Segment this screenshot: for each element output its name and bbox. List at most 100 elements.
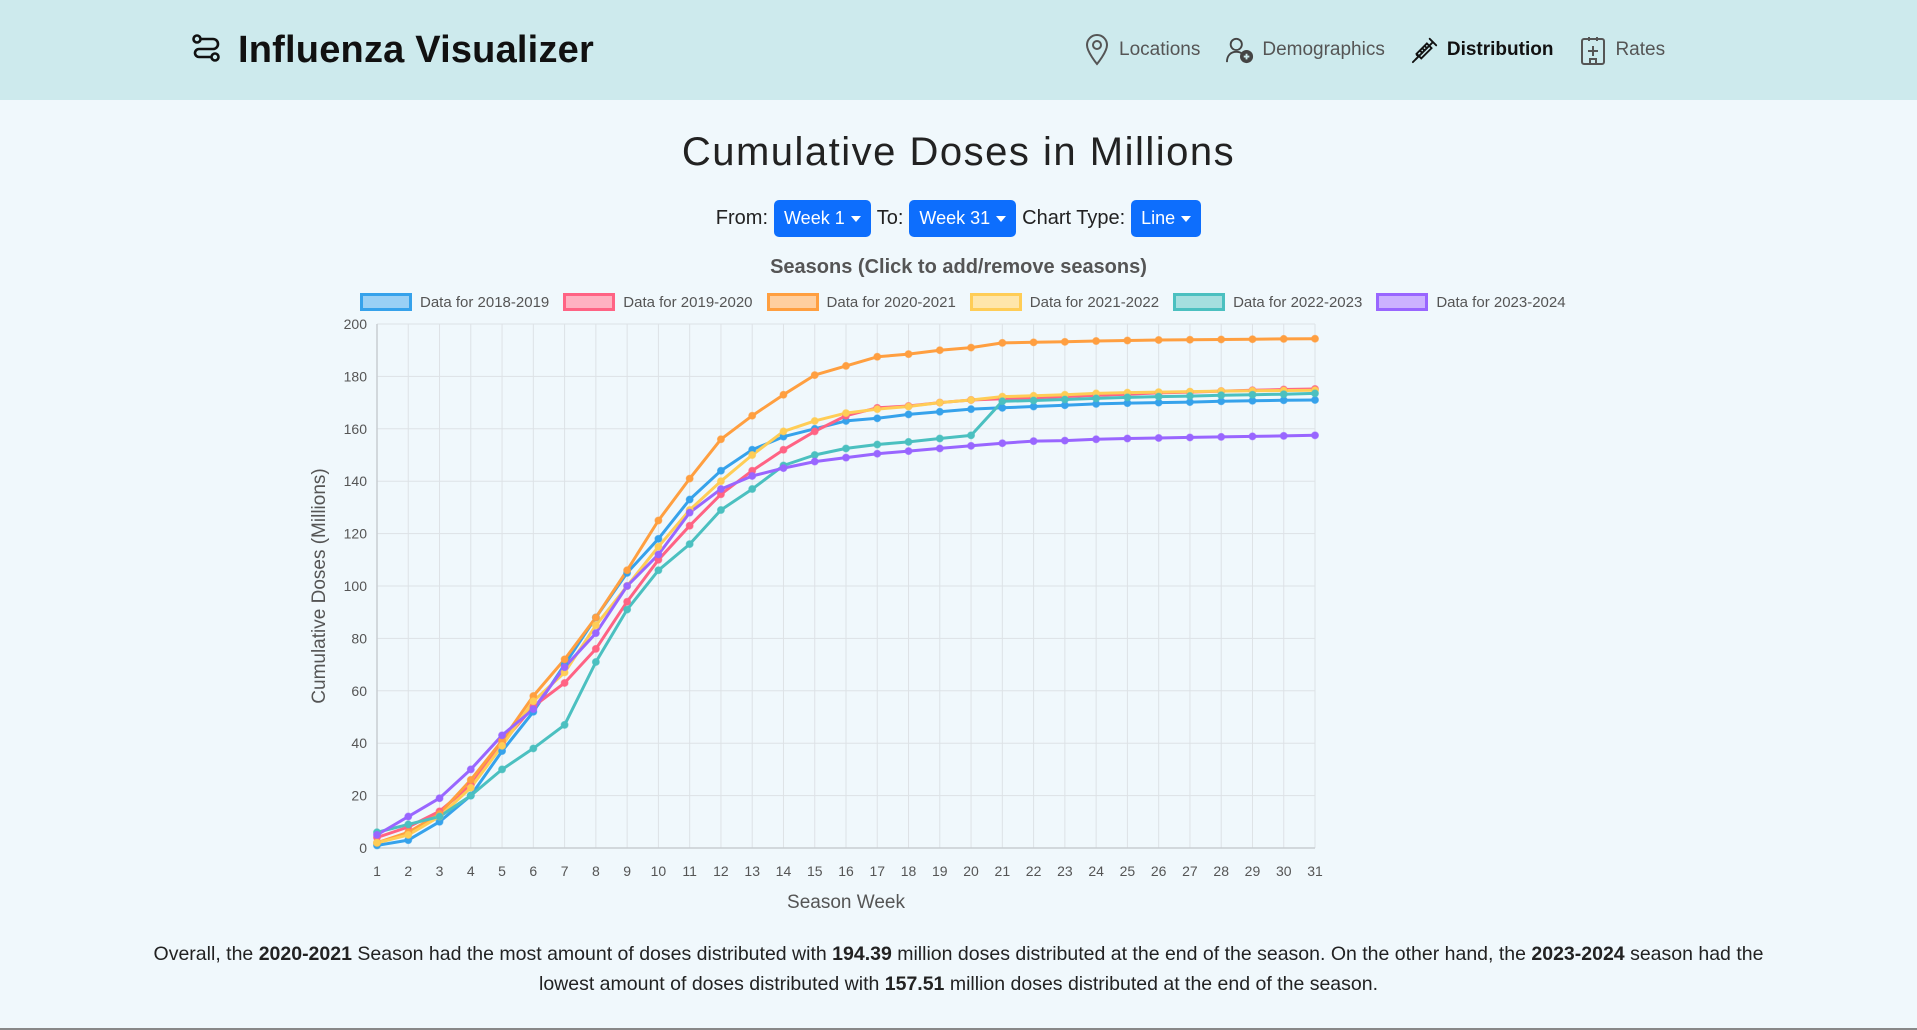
data-point <box>1092 337 1101 346</box>
x-tick-label: 26 <box>1151 863 1167 879</box>
data-point <box>810 457 819 466</box>
data-point <box>716 466 725 475</box>
from-label: From: <box>715 207 769 229</box>
to-week-dropdown[interactable]: Week 31 <box>909 200 1017 237</box>
x-tick-label: 7 <box>561 863 569 879</box>
data-point <box>748 411 757 420</box>
data-point <box>623 566 632 575</box>
legend-item-2019-2020[interactable]: Data for 2019-2020 <box>563 293 753 311</box>
from-week-value: Week 1 <box>784 208 845 228</box>
data-point <box>748 485 757 494</box>
y-tick-label: 120 <box>344 526 368 542</box>
y-tick-label: 80 <box>351 630 367 646</box>
data-point <box>1311 431 1319 440</box>
legend-item-2018-2019[interactable]: Data for 2018-2019 <box>360 293 549 311</box>
chart-controls: From: Week 1 To: Week 31 Chart Type: Lin… <box>0 200 1917 237</box>
data-point <box>654 542 663 551</box>
legend-item-2023-2024[interactable]: Data for 2023-2024 <box>1376 293 1566 311</box>
data-point <box>1311 334 1319 343</box>
legend-swatch <box>766 293 819 311</box>
legend-item-2022-2023[interactable]: Data for 2022-2023 <box>1173 293 1362 311</box>
data-point <box>529 697 538 706</box>
data-point <box>560 678 569 687</box>
nav-distribution[interactable]: Distribution <box>1411 34 1553 66</box>
data-point <box>591 621 600 630</box>
data-point <box>779 445 788 454</box>
legend-swatch <box>1376 293 1429 311</box>
data-point <box>716 485 725 494</box>
nav-locations-label: Locations <box>1119 39 1201 60</box>
data-point <box>1029 437 1038 446</box>
data-point <box>810 427 819 436</box>
y-tick-label: 100 <box>344 578 368 594</box>
y-tick-label: 200 <box>344 316 368 332</box>
nav-rates[interactable]: Rates <box>1579 34 1665 66</box>
data-point <box>1217 432 1226 441</box>
data-point <box>1092 394 1101 403</box>
data-point <box>435 794 444 803</box>
x-tick-label: 2 <box>404 863 412 879</box>
legend-title: Seasons (Click to add/remove seasons) <box>770 256 1147 278</box>
data-point <box>998 397 1007 406</box>
data-point <box>1123 336 1132 345</box>
legend-swatch <box>563 293 616 311</box>
data-point <box>904 410 913 419</box>
data-point <box>1185 392 1194 401</box>
x-axis-title: Season Week <box>787 892 905 913</box>
data-point <box>1279 334 1288 343</box>
x-tick-label: 18 <box>901 863 917 879</box>
to-label: To: <box>876 207 904 229</box>
summary-part: season had the lowest amount of doses di… <box>538 943 1764 995</box>
x-tick-label: 3 <box>436 863 444 879</box>
data-point <box>560 663 569 672</box>
summary-part: million doses distributed at the end of … <box>944 973 1379 995</box>
data-point <box>716 477 725 486</box>
data-point <box>967 431 976 440</box>
x-tick-label: 28 <box>1213 863 1229 879</box>
legend-swatch <box>969 293 1022 311</box>
nav-locations[interactable]: Locations <box>1083 34 1200 66</box>
data-point <box>591 644 600 653</box>
data-point <box>904 437 913 446</box>
data-point <box>623 597 632 606</box>
data-point <box>435 812 444 821</box>
hospital-icon <box>1579 34 1607 66</box>
x-tick-label: 8 <box>592 863 600 879</box>
data-point <box>654 550 663 559</box>
data-point <box>873 352 882 361</box>
summary-part: million doses distributed at the end of … <box>891 943 1532 965</box>
data-point <box>779 464 788 473</box>
legend-item-2020-2021[interactable]: Data for 2020-2021 <box>766 293 956 311</box>
nav-demographics-label: Demographics <box>1262 39 1385 60</box>
nav-demographics[interactable]: Demographics <box>1226 34 1385 66</box>
data-point <box>967 405 976 414</box>
data-point <box>842 409 850 418</box>
data-point <box>1248 432 1257 441</box>
data-point <box>373 830 381 839</box>
data-point <box>1311 395 1319 404</box>
brand[interactable]: Influenza Visualizer <box>190 29 594 72</box>
x-tick-label: 30 <box>1276 863 1292 879</box>
y-axis-title: Cumulative Doses (Millions) <box>309 468 330 703</box>
x-tick-label: 4 <box>467 863 475 879</box>
from-week-dropdown[interactable]: Week 1 <box>774 200 871 237</box>
summary-part: Overall, the <box>153 943 259 965</box>
data-point <box>560 655 569 664</box>
y-tick-label: 0 <box>359 840 367 856</box>
data-point <box>591 657 600 666</box>
x-tick-label: 1 <box>373 863 381 879</box>
data-point <box>998 403 1007 412</box>
app-title: Influenza Visualizer <box>238 28 594 71</box>
chart-type-dropdown[interactable]: Line <box>1131 200 1202 237</box>
data-point <box>466 783 475 792</box>
data-point <box>1154 433 1163 442</box>
x-tick-label: 11 <box>682 863 697 879</box>
data-point <box>654 566 663 575</box>
data-point <box>779 427 788 436</box>
data-point <box>685 508 694 517</box>
x-tick-label: 5 <box>498 863 506 879</box>
caret-down-icon <box>996 215 1007 222</box>
data-point <box>1311 389 1319 398</box>
legend-item-2021-2022[interactable]: Data for 2021-2022 <box>969 293 1159 311</box>
